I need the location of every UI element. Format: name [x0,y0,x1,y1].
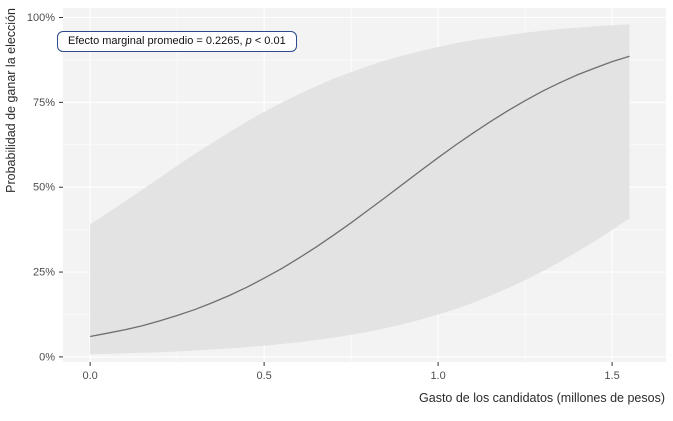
prediction-curve [89,55,630,338]
x-tick-label: 0.5 [256,370,271,382]
y-tick-label: 0% [39,351,55,363]
annotation-text-suffix: < 0.01 [251,35,286,47]
y-axis-title: Probabilidad de ganar la elección [4,8,18,193]
y-tick-label: 100% [27,12,55,24]
confidence-band [90,24,630,355]
annotation-box: Efecto marginal promedio = 0.2265, p < 0… [57,31,297,52]
x-tick-label: 1.0 [430,370,445,382]
x-tick-label: 1.5 [604,370,619,382]
y-tick-label: 50% [33,182,55,194]
x-axis-title: Gasto de los candidatos (millones de pes… [419,391,665,405]
y-tick-label: 75% [33,97,55,109]
annotation-p-symbol: p [245,35,252,47]
y-tick-label: 25% [33,267,55,279]
annotation-text-prefix: Efecto marginal promedio = 0.2265, [68,35,246,47]
x-tick-label: 0.0 [82,370,97,382]
